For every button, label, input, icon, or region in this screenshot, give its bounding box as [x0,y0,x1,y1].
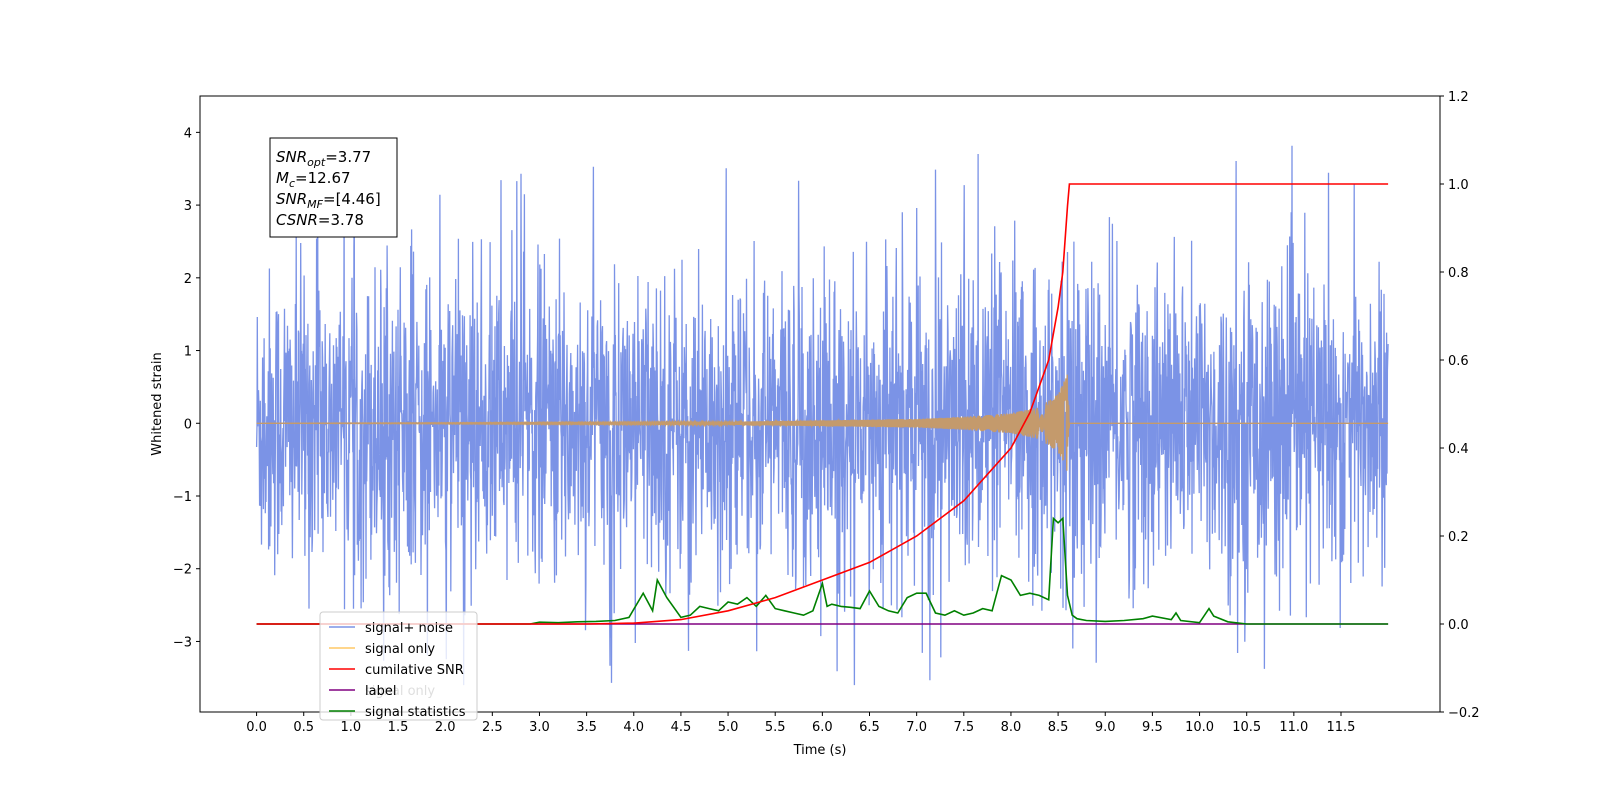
y-tick-label: 2 [184,272,192,287]
stat-subscript: MF [307,198,323,211]
x-tick-label: 8.5 [1048,720,1069,735]
y-tick-label: 4 [184,126,192,141]
y2-tick-label: 0.2 [1448,530,1469,545]
y2-tick-label: 0.4 [1448,442,1469,457]
y-tick-label: −2 [173,563,192,578]
series-cumilative-snr [256,183,1389,625]
x-tick-label: 7.5 [953,720,974,735]
y2-axis-ticks: −0.2 0.0 0.2 0.4 0.6 0.8 1.0 1.2 [1440,90,1480,721]
stat-value: =3.77 [325,148,371,166]
stat-line: SNRMF=[4.46] [276,190,381,211]
stat-name: SNR [276,190,307,208]
stat-name: CSNR [276,211,318,229]
x-tick-label: 10.0 [1185,720,1214,735]
plot-area [199,95,1441,713]
y-axis-ticks: −3 −2 −1 0 1 2 3 4 [173,126,200,650]
x-tick-label: 0.0 [246,720,267,735]
legend-entry: label [365,684,396,699]
series-signal-noise [255,145,1389,686]
axes-frame [199,95,1441,713]
x-tick-label: 7.0 [906,720,927,735]
x-tick-label: 8.0 [1001,720,1022,735]
y2-tick-label: 0.8 [1448,266,1469,281]
legend-entry: signal+ noise [365,621,453,636]
x-tick-label: 6.0 [812,720,833,735]
legend-entry: signal only [365,642,435,657]
x-tick-label: 3.0 [529,720,550,735]
stat-subscript: opt [307,156,326,169]
stat-name: SNR [276,148,307,166]
stat-line: SNRopt=3.77 [276,148,371,169]
series-layer [255,145,1389,686]
legend-entry: cumilative SNR [365,663,464,678]
stat-line: Mc=12.67 [276,169,351,190]
series-signal-statistics [256,516,1389,625]
stat-name: M [276,169,289,187]
y-axis-label: Whitened strain [150,352,165,455]
legend-entry: signal statistics [365,705,466,720]
x-tick-label: 4.5 [671,720,692,735]
x-tick-label: 1.0 [341,720,362,735]
y2-tick-label: 1.0 [1448,178,1469,193]
x-tick-label: 9.0 [1095,720,1116,735]
x-tick-label: 4.0 [623,720,644,735]
x-tick-label: 5.0 [718,720,739,735]
x-tick-label: 11.5 [1327,720,1356,735]
stat-value: =[4.46] [323,190,381,208]
stats-box-frame [269,137,398,238]
y2-tick-label: 1.2 [1448,90,1469,105]
series-signal-only [256,374,1389,471]
x-tick-label: 10.5 [1232,720,1261,735]
x-tick-label: 9.5 [1142,720,1163,735]
legend-frame [319,611,478,721]
x-tick-label: 11.0 [1279,720,1308,735]
y-tick-label: −1 [173,490,192,505]
y2-tick-label: 0.0 [1448,618,1469,633]
x-axis-label: Time (s) [793,743,847,758]
y2-tick-label: 0.6 [1448,354,1469,369]
stat-line: CSNR=3.78 [276,211,364,229]
y-tick-label: 0 [184,417,192,432]
x-tick-label: 2.0 [435,720,456,735]
x-tick-label: 6.5 [859,720,880,735]
legend-ghost-entry: signal only [365,684,435,699]
y-tick-label: −3 [173,635,192,650]
y-tick-label: 3 [184,199,192,214]
y-tick-label: 1 [184,345,192,360]
x-tick-label: 0.5 [293,720,314,735]
x-axis-ticks: 0.0 0.5 1.0 1.5 2.0 2.5 3.0 3.5 4.0 4.5 5.0 5.5 6.0 6… [246,712,1355,735]
x-tick-label: 5.5 [765,720,786,735]
x-tick-label: 1.5 [388,720,409,735]
x-tick-label: 2.5 [482,720,503,735]
legend: signal+ noise signal only cumilative SNR si… [319,611,478,721]
stat-value: =3.78 [318,211,364,229]
stat-value: =12.67 [295,169,351,187]
y2-tick-label: −0.2 [1448,706,1480,721]
x-tick-label: 3.5 [576,720,597,735]
stat-subscript: c [289,177,295,190]
